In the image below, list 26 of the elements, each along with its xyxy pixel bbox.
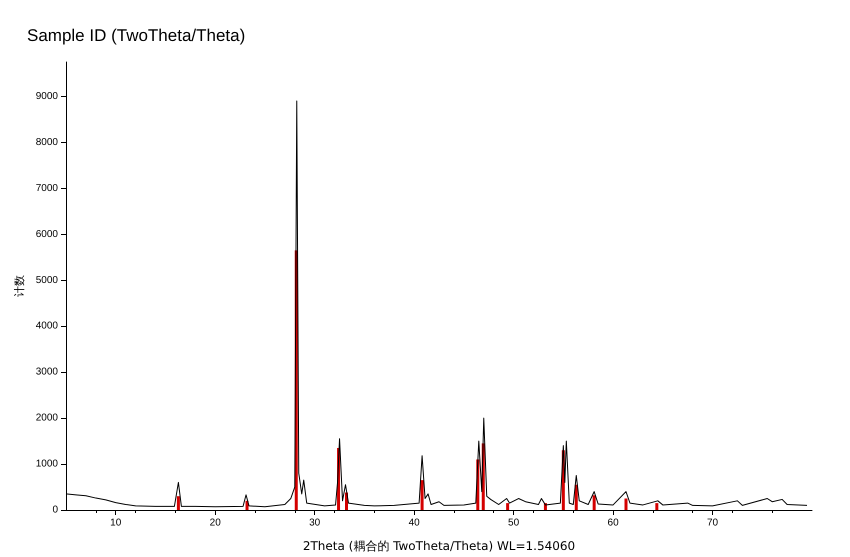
x-tick-label: 20 bbox=[210, 518, 222, 528]
y-axis-title: 计数 bbox=[12, 275, 26, 297]
y-tick-label: 7000 bbox=[36, 182, 58, 194]
y-tick-label: 6000 bbox=[36, 228, 58, 240]
y-tick-label: 1000 bbox=[36, 458, 58, 470]
y-tick-label: 4000 bbox=[36, 320, 58, 332]
x-tick-label: 30 bbox=[309, 518, 321, 528]
y-tick-label: 8000 bbox=[36, 136, 58, 148]
bar bbox=[176, 496, 180, 510]
bar bbox=[655, 503, 658, 510]
y-tick-label: 5000 bbox=[36, 274, 58, 286]
bar bbox=[420, 480, 424, 510]
bar bbox=[624, 498, 628, 510]
x-tick-label: 40 bbox=[408, 518, 420, 528]
x-tick-label: 60 bbox=[608, 518, 620, 528]
y-tick-label: 2000 bbox=[36, 412, 58, 424]
y-tick-label: 0 bbox=[52, 504, 58, 516]
x-tick-label: 10 bbox=[110, 518, 122, 528]
x-tick-label: 50 bbox=[508, 518, 520, 528]
bar bbox=[592, 495, 596, 510]
y-tick-label: 3000 bbox=[36, 366, 58, 378]
x-axis-title: 2Theta (耦合的 TwoTheta/Theta) WL=1.54060 bbox=[302, 539, 576, 553]
x-tick-label: 70 bbox=[706, 518, 719, 528]
bar bbox=[506, 503, 510, 510]
chart-title: Sample ID (TwoTheta/Theta) bbox=[27, 26, 246, 45]
y-tick-label: 9000 bbox=[36, 90, 58, 102]
